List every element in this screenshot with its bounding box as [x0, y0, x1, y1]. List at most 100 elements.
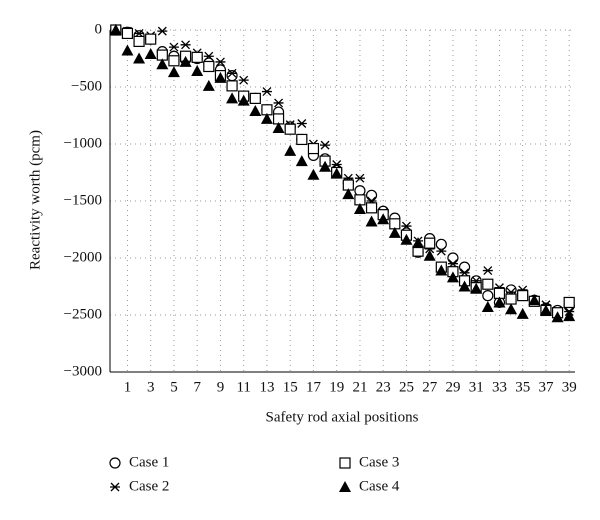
- data-point: [145, 33, 157, 45]
- data-point: [168, 42, 179, 52]
- legend-marker: [109, 457, 121, 469]
- data-point: [226, 92, 239, 104]
- data-point: [261, 87, 272, 97]
- data-point: [249, 104, 262, 116]
- data-point: [109, 24, 122, 35]
- data-point: [249, 92, 261, 105]
- data-point: [227, 68, 238, 78]
- data-point: [167, 66, 180, 78]
- data-point: [226, 80, 238, 92]
- y-tick-label: −1000: [64, 135, 102, 151]
- data-point: [435, 238, 447, 250]
- data-point: [330, 167, 343, 179]
- x-tick-label: 35: [515, 379, 530, 395]
- y-tick-label: −2500: [64, 306, 102, 322]
- data-point: [458, 280, 471, 292]
- data-point: [133, 52, 146, 64]
- x-tick-label: 11: [236, 379, 250, 395]
- y-tick-label: −500: [71, 78, 102, 94]
- data-point: [284, 123, 296, 135]
- x-tick-label: 13: [259, 379, 274, 395]
- data-point: [539, 304, 552, 316]
- legend-label: Case 3: [359, 454, 399, 470]
- x-tick-label: 9: [217, 379, 225, 395]
- data-point: [260, 112, 273, 124]
- data-point: [505, 284, 517, 296]
- data-point: [179, 55, 192, 67]
- data-point: [447, 252, 459, 264]
- x-tick-label: 19: [329, 379, 344, 395]
- data-point: [482, 278, 494, 290]
- data-point: [191, 51, 203, 63]
- data-point: [214, 71, 227, 83]
- data-point: [377, 213, 390, 225]
- data-point: [296, 119, 307, 128]
- x-tick-label: 31: [469, 379, 484, 395]
- data-point: [133, 35, 145, 48]
- data-point: [157, 26, 168, 36]
- data-point: [505, 303, 518, 315]
- y-axis-label: Reactivity worth (pcm): [27, 130, 43, 270]
- data-point: [551, 311, 564, 323]
- y-tick-label: 0: [95, 21, 103, 37]
- data-point: [320, 140, 331, 150]
- data-point: [423, 249, 436, 261]
- data-point: [354, 185, 366, 197]
- x-tick-label: 1: [124, 379, 132, 395]
- data-point: [191, 65, 204, 77]
- data-point: [516, 307, 529, 319]
- data-point: [401, 221, 412, 231]
- x-axis-label: Safety rod axial positions: [266, 409, 419, 425]
- data-point: [436, 246, 447, 256]
- x-tick-label: 39: [562, 379, 577, 395]
- x-tick-label: 15: [283, 379, 298, 395]
- data-point: [215, 57, 226, 67]
- data-point: [296, 133, 308, 146]
- y-tick-label: −1500: [64, 192, 102, 208]
- data-point: [226, 69, 238, 82]
- x-tick-label: 17: [306, 379, 322, 395]
- y-tick-label: −3000: [64, 363, 102, 379]
- data-point: [180, 40, 191, 50]
- data-point: [424, 237, 436, 249]
- data-point: [388, 226, 401, 238]
- x-tick-label: 7: [193, 379, 201, 395]
- legend-marker: [339, 457, 351, 469]
- data-point: [365, 215, 378, 227]
- data-point: [353, 202, 366, 214]
- data-point: [458, 261, 471, 273]
- data-point: [563, 310, 576, 322]
- data-point: [482, 290, 494, 302]
- x-tick-label: 23: [376, 379, 391, 395]
- data-point: [365, 202, 378, 214]
- data-point: [238, 75, 249, 85]
- data-point: [412, 237, 425, 249]
- data-point: [121, 44, 134, 56]
- data-point: [202, 79, 215, 91]
- legend-label: Case 1: [129, 454, 169, 470]
- x-tick-label: 3: [147, 379, 155, 395]
- x-tick-label: 33: [492, 379, 507, 395]
- data-point: [528, 294, 541, 306]
- data-point: [365, 189, 378, 201]
- data-point: [144, 47, 157, 59]
- data-point: [203, 51, 214, 61]
- x-tick-label: 27: [422, 379, 438, 395]
- data-point: [517, 290, 529, 302]
- data-point: [203, 60, 215, 73]
- x-tick-label: 25: [399, 379, 414, 395]
- data-point: [342, 188, 355, 200]
- data-point: [505, 293, 517, 305]
- data-point: [354, 173, 365, 183]
- data-point: [446, 271, 459, 283]
- data-point: [168, 55, 180, 67]
- legend-label: Case 2: [129, 478, 169, 494]
- data-point: [435, 264, 448, 276]
- data-point: [272, 122, 285, 134]
- data-point: [481, 301, 494, 313]
- data-point: [307, 142, 320, 155]
- data-point: [295, 155, 308, 167]
- data-point: [470, 282, 483, 294]
